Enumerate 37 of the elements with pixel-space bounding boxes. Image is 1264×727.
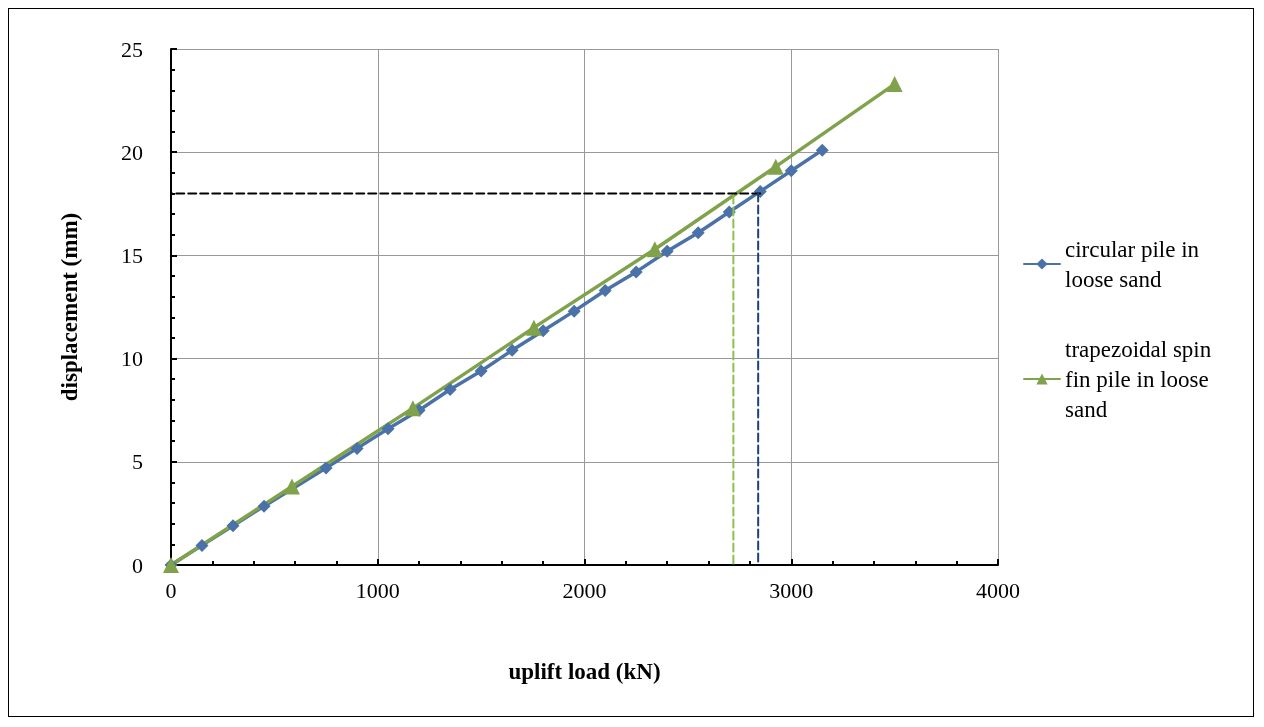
- point: [257, 499, 271, 513]
- legend-label: circular pile in loose sand: [1065, 236, 1205, 292]
- legend-label: trapezoidal spin fin pile in loose sand: [1065, 336, 1218, 422]
- point: [815, 143, 829, 157]
- point: [629, 265, 643, 279]
- y-tick-label: 5: [132, 449, 143, 475]
- y-tick-label: 20: [121, 139, 143, 165]
- point: [381, 422, 395, 436]
- point: [646, 241, 663, 258]
- point: [474, 364, 488, 378]
- x-tick-label: 4000: [976, 577, 1020, 603]
- y-axis-title: displacement (mm): [57, 212, 82, 402]
- x-tick-label: 1000: [355, 577, 400, 603]
- point: [767, 158, 784, 175]
- x-tick-label: 3000: [769, 577, 814, 603]
- point: [598, 283, 612, 297]
- y-tick-label: 0: [132, 552, 143, 578]
- y-tick-label: 25: [121, 36, 143, 62]
- point: [283, 478, 300, 495]
- y-tick-label: 15: [121, 242, 143, 268]
- x-tick-label: 0: [165, 577, 177, 603]
- point: [691, 226, 705, 240]
- point: [886, 76, 903, 93]
- point: [784, 164, 798, 178]
- y-tick-label: 10: [121, 346, 143, 372]
- point: [505, 343, 519, 357]
- x-tick-label: 2000: [562, 577, 607, 603]
- point: [525, 319, 542, 336]
- point: [660, 244, 674, 258]
- point: [404, 400, 421, 417]
- x-axis-title: uplift load (kN): [508, 659, 661, 684]
- point: [443, 383, 457, 397]
- point: [567, 304, 581, 318]
- point: [319, 461, 333, 475]
- point: [226, 519, 240, 533]
- point: [195, 538, 209, 552]
- point: [350, 441, 364, 455]
